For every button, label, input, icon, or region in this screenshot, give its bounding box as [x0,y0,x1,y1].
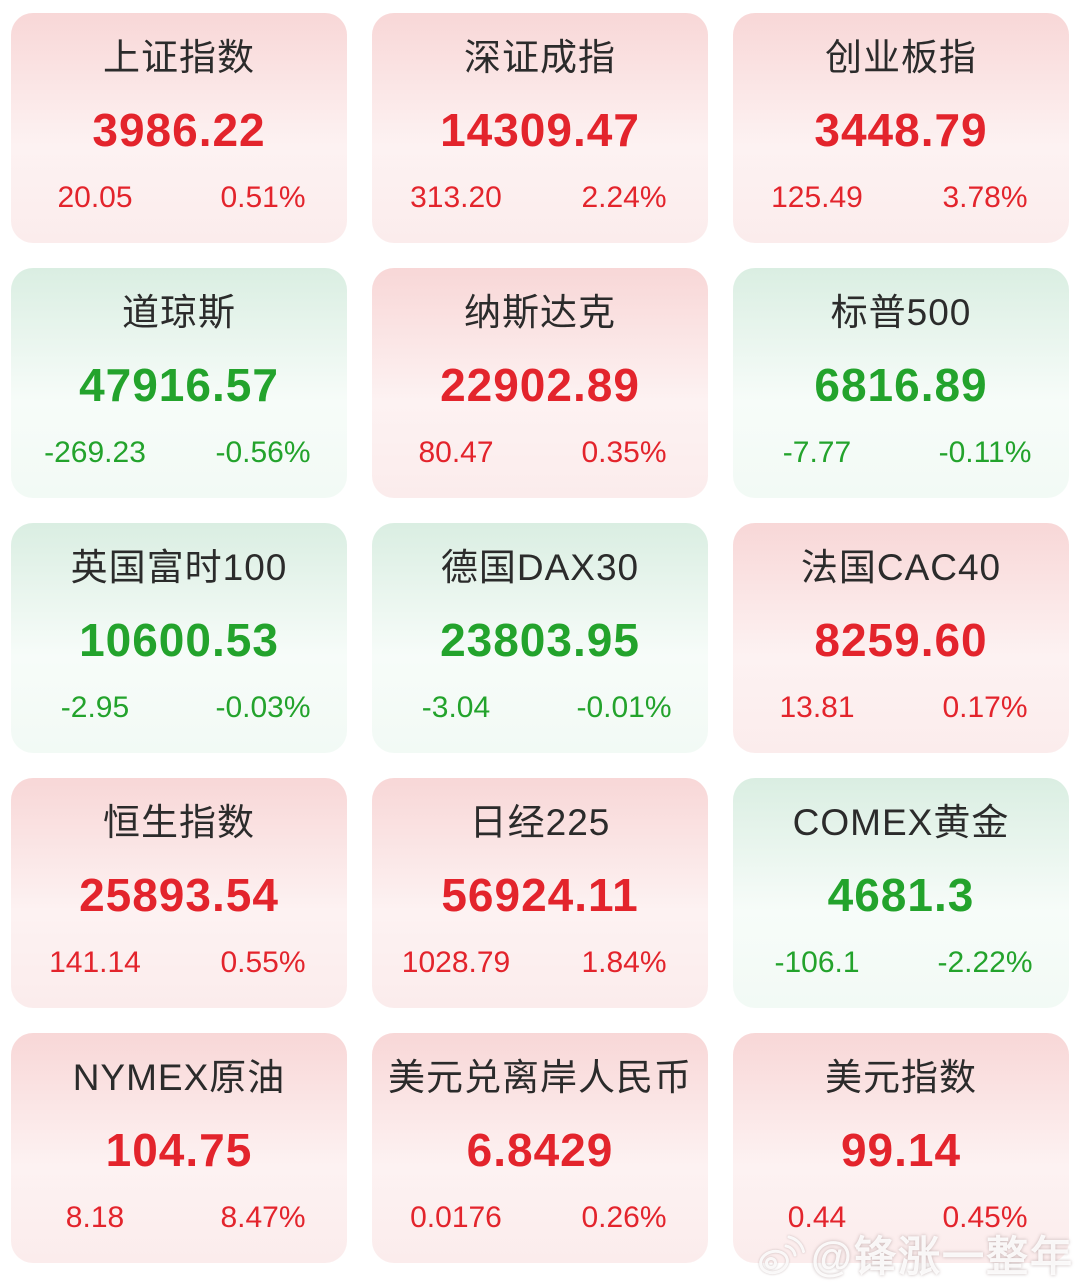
change-percent: 3.78% [942,181,1028,214]
index-value: 6.8429 [466,1123,614,1176]
change-amount: -3.04 [421,691,491,724]
change-row: 0.0176 0.26% [372,1203,708,1233]
index-card-down: 标普500 6816.89 -7.77 -0.11% [733,268,1069,498]
change-amount: -269.23 [44,436,146,469]
index-value: 10600.53 [79,613,279,666]
index-value: 3448.79 [814,103,988,156]
change-amount: 313.20 [410,181,502,214]
change-amount: -2.95 [60,691,130,724]
index-card-up: 深证成指 14309.47 313.20 2.24% [372,13,708,243]
change-percent: 2.24% [581,181,667,214]
index-value: 56924.11 [441,868,639,921]
index-value: 6816.89 [814,358,988,411]
change-row: 13.81 0.17% [733,693,1069,723]
change-amount: 20.05 [57,181,133,214]
change-row: -7.77 -0.11% [733,438,1069,468]
change-percent: 0.55% [220,946,306,979]
index-card-down: 英国富时100 10600.53 -2.95 -0.03% [11,523,347,753]
change-percent: -0.01% [576,691,672,724]
change-percent: 8.47% [220,1201,306,1234]
change-percent: 0.26% [581,1201,667,1234]
change-percent: 0.17% [942,691,1028,724]
index-value: 22902.89 [440,358,640,411]
change-percent: 0.45% [942,1201,1028,1234]
index-card-down: 道琼斯 47916.57 -269.23 -0.56% [11,268,347,498]
index-name: 英国富时100 [70,547,288,588]
index-card-up: 纳斯达克 22902.89 80.47 0.35% [372,268,708,498]
change-row: 141.14 0.55% [11,948,347,978]
change-amount: -7.77 [782,436,852,469]
change-amount: 13.81 [779,691,855,724]
index-name: 纳斯达克 [464,292,616,333]
index-value: 23803.95 [440,613,640,666]
change-percent: 0.35% [581,436,667,469]
change-amount: 125.49 [771,181,863,214]
index-name: 日经225 [469,802,611,843]
change-amount: 0.44 [787,1201,847,1234]
index-card-up: 创业板指 3448.79 125.49 3.78% [733,13,1069,243]
index-card-up: 日经225 56924.11 1028.79 1.84% [372,778,708,1008]
change-amount: 1028.79 [401,946,511,979]
change-row: -2.95 -0.03% [11,693,347,723]
change-amount: 141.14 [49,946,141,979]
index-value: 14309.47 [440,103,640,156]
change-amount: 0.0176 [410,1201,502,1234]
change-percent: 1.84% [581,946,667,979]
index-name: 恒生指数 [103,802,255,843]
index-card-up: 上证指数 3986.22 20.05 0.51% [11,13,347,243]
change-percent: -2.22% [937,946,1033,979]
index-value: 25893.54 [79,868,279,921]
index-name: COMEX黄金 [792,802,1010,843]
index-name: 标普500 [830,292,972,333]
index-name: 法国CAC40 [800,547,1002,588]
change-amount: 80.47 [418,436,494,469]
change-row: -3.04 -0.01% [372,693,708,723]
index-card-down: 德国DAX30 23803.95 -3.04 -0.01% [372,523,708,753]
index-value: 47916.57 [79,358,279,411]
index-card-up: NYMEX原油 104.75 8.18 8.47% [11,1033,347,1263]
index-name: 上证指数 [103,37,255,78]
change-row: 8.18 8.47% [11,1203,347,1233]
change-amount: -106.1 [774,946,860,979]
index-card-up: 法国CAC40 8259.60 13.81 0.17% [733,523,1069,753]
change-row: 313.20 2.24% [372,183,708,213]
index-name: 德国DAX30 [440,547,640,588]
change-percent: -0.11% [938,436,1032,469]
index-card-down: COMEX黄金 4681.3 -106.1 -2.22% [733,778,1069,1008]
index-name: NYMEX原油 [72,1057,286,1098]
change-row: 0.44 0.45% [733,1203,1069,1233]
index-card-up: 恒生指数 25893.54 141.14 0.55% [11,778,347,1008]
index-name: 美元兑离岸人民币 [388,1057,692,1098]
index-name: 创业板指 [825,37,977,78]
change-row: -106.1 -2.22% [733,948,1069,978]
index-card-up: 美元指数 99.14 0.44 0.45% [733,1033,1069,1263]
index-name: 美元指数 [825,1057,977,1098]
index-value: 8259.60 [814,613,988,666]
index-value: 104.75 [105,1123,253,1176]
change-row: 125.49 3.78% [733,183,1069,213]
change-amount: 8.18 [65,1201,125,1234]
index-value: 99.14 [840,1123,962,1176]
change-row: 80.47 0.35% [372,438,708,468]
index-value: 3986.22 [92,103,266,156]
change-percent: -0.03% [215,691,311,724]
index-name: 深证成指 [464,37,616,78]
change-percent: 0.51% [220,181,306,214]
index-name: 道琼斯 [122,292,236,333]
index-card-up: 美元兑离岸人民币 6.8429 0.0176 0.26% [372,1033,708,1263]
index-value: 4681.3 [827,868,975,921]
change-percent: -0.56% [215,436,311,469]
change-row: 1028.79 1.84% [372,948,708,978]
change-row: -269.23 -0.56% [11,438,347,468]
change-row: 20.05 0.51% [11,183,347,213]
